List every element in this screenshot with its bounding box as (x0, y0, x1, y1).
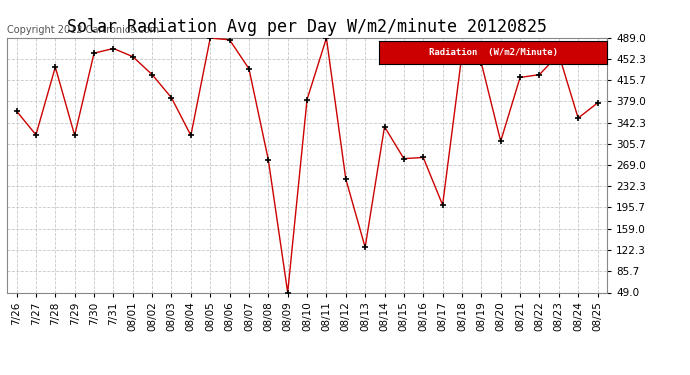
Text: Copyright 2012 Cartronics.com: Copyright 2012 Cartronics.com (7, 25, 159, 35)
Title: Solar Radiation Avg per Day W/m2/minute 20120825: Solar Radiation Avg per Day W/m2/minute … (67, 18, 547, 36)
